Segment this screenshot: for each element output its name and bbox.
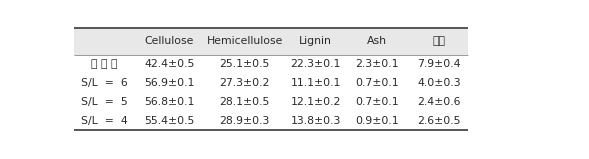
Text: 56.8±0.1: 56.8±0.1 [144,97,195,107]
Text: S/L  =  5: S/L = 5 [81,97,128,107]
Text: 56.9±0.1: 56.9±0.1 [144,78,195,88]
Text: 0.9±0.1: 0.9±0.1 [355,116,399,126]
Text: 25.1±0.5: 25.1±0.5 [220,59,270,69]
Text: 42.4±0.5: 42.4±0.5 [144,59,195,69]
Text: 22.3±0.1: 22.3±0.1 [290,59,341,69]
Text: 28.1±0.5: 28.1±0.5 [220,97,270,107]
Text: 55.4±0.5: 55.4±0.5 [144,116,195,126]
Text: 27.3±0.2: 27.3±0.2 [220,78,270,88]
Text: 2.4±0.6: 2.4±0.6 [417,97,461,107]
Text: S/L  =  6: S/L = 6 [81,78,128,88]
Text: 12.1±0.2: 12.1±0.2 [290,97,341,107]
Text: 기타: 기타 [432,36,445,46]
Text: 11.1±0.1: 11.1±0.1 [290,78,341,88]
Text: 2.3±0.1: 2.3±0.1 [355,59,399,69]
Text: 2.6±0.5: 2.6±0.5 [417,116,461,126]
Text: Ash: Ash [367,36,387,46]
Bar [74,28,468,55]
Text: 0.7±0.1: 0.7±0.1 [355,97,399,107]
Text: 7.9±0.4: 7.9±0.4 [417,59,461,69]
Text: 4.0±0.3: 4.0±0.3 [417,78,461,88]
Text: 0.7±0.1: 0.7±0.1 [355,78,399,88]
Text: Hemicellulose: Hemicellulose [207,36,283,46]
Text: 원 시 료: 원 시 료 [91,59,118,69]
Text: 13.8±0.3: 13.8±0.3 [290,116,341,126]
Text: 28.9±0.3: 28.9±0.3 [220,116,270,126]
Text: Cellulose: Cellulose [145,36,194,46]
Text: S/L  =  4: S/L = 4 [81,116,128,126]
Text: Lignin: Lignin [299,36,332,46]
